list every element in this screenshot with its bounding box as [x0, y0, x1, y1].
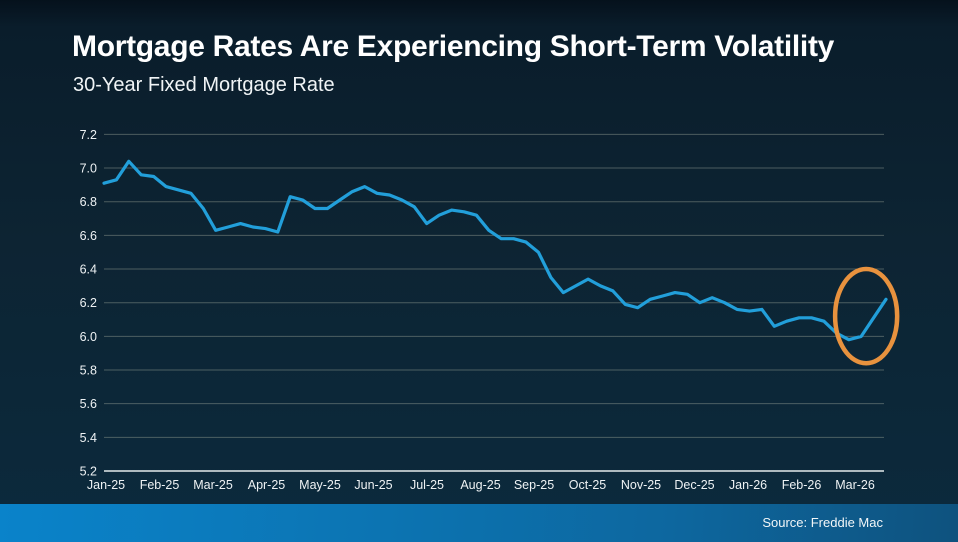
y-tick-label: 7.2 — [80, 128, 97, 142]
y-tick-label: 5.4 — [80, 431, 97, 445]
slide-title: Mortgage Rates Are Experiencing Short-Te… — [72, 30, 835, 63]
y-tick-label: 6.6 — [80, 229, 97, 243]
x-tick-label: May-25 — [299, 478, 341, 492]
x-tick-label: Apr-25 — [248, 478, 286, 492]
highlight-ellipse — [832, 266, 900, 366]
x-tick-label: Feb-25 — [140, 478, 180, 492]
x-tick-label: Jun-25 — [354, 478, 392, 492]
x-tick-label: Sep-25 — [514, 478, 554, 492]
y-tick-label: 5.8 — [80, 364, 97, 378]
y-tick-label: 6.0 — [80, 330, 97, 344]
x-tick-label: Jan-26 — [729, 478, 767, 492]
x-tick-label: Dec-25 — [674, 478, 714, 492]
rate-trend-line — [102, 159, 888, 342]
footer-bar: Source: Freddie Mac — [0, 504, 958, 542]
chart-subtitle: 30-Year Fixed Mortgage Rate — [73, 74, 335, 96]
x-tick-label: Aug-25 — [460, 478, 500, 492]
x-tick-label: Feb-26 — [782, 478, 822, 492]
x-tick-label: Nov-25 — [621, 478, 661, 492]
source-label: Source: Freddie Mac — [762, 515, 883, 530]
y-tick-label: 5.6 — [80, 397, 97, 411]
x-tick-label: Jul-25 — [410, 478, 444, 492]
x-tick-label: Mar-25 — [193, 478, 233, 492]
x-tick-label: Jan-25 — [87, 478, 125, 492]
y-tick-label: 6.2 — [80, 296, 97, 310]
y-tick-label: 6.8 — [80, 195, 97, 209]
y-tick-label: 6.4 — [80, 263, 97, 277]
y-tick-label: 7.0 — [80, 162, 97, 176]
x-tick-label: Oct-25 — [569, 478, 607, 492]
x-tick-label: Mar-26 — [835, 478, 875, 492]
y-tick-label: 5.2 — [80, 465, 97, 479]
